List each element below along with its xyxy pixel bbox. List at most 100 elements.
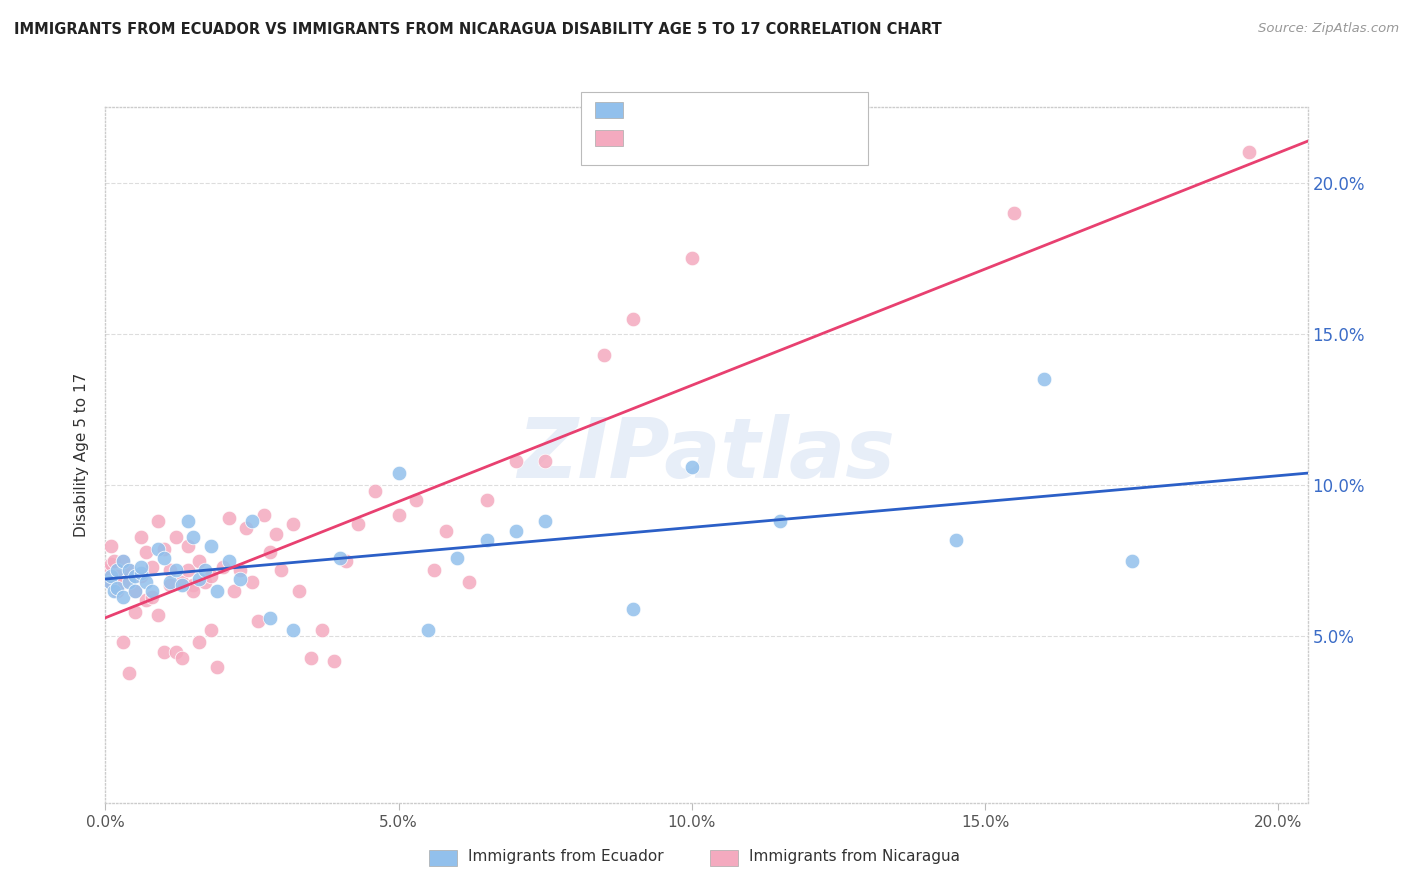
- Point: [103, 554, 125, 568]
- Point: [388, 466, 411, 480]
- Text: N =: N =: [727, 96, 779, 114]
- Point: [98, 574, 121, 589]
- Point: [194, 574, 217, 589]
- Point: [112, 574, 135, 589]
- Point: [200, 539, 222, 553]
- Text: Immigrants from Nicaragua: Immigrants from Nicaragua: [749, 849, 960, 863]
- Text: Source: ZipAtlas.com: Source: ZipAtlas.com: [1258, 22, 1399, 36]
- Point: [945, 533, 967, 547]
- Point: [112, 554, 135, 568]
- Point: [621, 602, 644, 616]
- Point: [346, 517, 368, 532]
- Point: [329, 550, 352, 565]
- Point: [135, 545, 157, 559]
- Text: R =: R =: [631, 96, 668, 114]
- Text: N =: N =: [727, 125, 779, 143]
- Point: [229, 563, 252, 577]
- Point: [148, 515, 170, 529]
- Point: [141, 559, 163, 574]
- Point: [100, 557, 122, 571]
- Point: [112, 635, 135, 649]
- Point: [423, 563, 446, 577]
- Point: [259, 545, 281, 559]
- Point: [505, 524, 527, 538]
- Point: [153, 541, 176, 556]
- Text: 44: 44: [783, 96, 807, 114]
- Point: [105, 569, 128, 583]
- Point: [194, 563, 217, 577]
- Point: [211, 559, 233, 574]
- Point: [475, 533, 498, 547]
- Point: [183, 530, 205, 544]
- Point: [270, 563, 292, 577]
- Point: [105, 581, 128, 595]
- Point: [235, 520, 257, 534]
- Point: [288, 584, 311, 599]
- Point: [148, 608, 170, 623]
- Point: [446, 550, 468, 565]
- Point: [1032, 372, 1054, 386]
- Point: [118, 563, 141, 577]
- Point: [229, 572, 252, 586]
- Point: [129, 559, 152, 574]
- Point: [246, 615, 269, 629]
- Point: [176, 539, 198, 553]
- Point: [135, 574, 157, 589]
- Point: [135, 593, 157, 607]
- Point: [240, 574, 263, 589]
- Point: [105, 584, 128, 599]
- Point: [118, 665, 141, 680]
- Point: [281, 517, 304, 532]
- Point: [534, 454, 557, 468]
- Point: [253, 508, 276, 523]
- Point: [264, 526, 287, 541]
- Point: [434, 524, 457, 538]
- Text: IMMIGRANTS FROM ECUADOR VS IMMIGRANTS FROM NICARAGUA DISABILITY AGE 5 TO 17 CORR: IMMIGRANTS FROM ECUADOR VS IMMIGRANTS FR…: [14, 22, 942, 37]
- Point: [621, 311, 644, 326]
- Point: [183, 584, 205, 599]
- Point: [200, 569, 222, 583]
- Point: [1237, 145, 1260, 160]
- Point: [103, 584, 125, 599]
- Point: [170, 574, 193, 589]
- Point: [124, 584, 146, 599]
- Point: [218, 511, 240, 525]
- Point: [205, 659, 228, 673]
- Point: [405, 493, 427, 508]
- Point: [388, 508, 411, 523]
- Point: [124, 605, 146, 619]
- Point: [118, 574, 141, 589]
- Point: [323, 654, 346, 668]
- Point: [112, 590, 135, 604]
- Point: [148, 541, 170, 556]
- Point: [105, 563, 128, 577]
- Point: [281, 624, 304, 638]
- Point: [681, 252, 703, 266]
- Point: [364, 484, 387, 499]
- Point: [159, 563, 181, 577]
- Point: [205, 584, 228, 599]
- Point: [299, 650, 322, 665]
- Point: [170, 650, 193, 665]
- Point: [176, 515, 198, 529]
- Point: [218, 554, 240, 568]
- Point: [129, 569, 152, 583]
- Text: 72: 72: [783, 125, 807, 143]
- Text: 0.203: 0.203: [673, 125, 721, 143]
- Point: [100, 539, 122, 553]
- Point: [176, 563, 198, 577]
- Point: [224, 584, 246, 599]
- Text: Immigrants from Ecuador: Immigrants from Ecuador: [468, 849, 664, 863]
- Y-axis label: Disability Age 5 to 17: Disability Age 5 to 17: [75, 373, 90, 537]
- Point: [118, 563, 141, 577]
- Point: [534, 515, 557, 529]
- Point: [458, 574, 481, 589]
- Text: R =: R =: [631, 125, 668, 143]
- Point: [129, 566, 152, 580]
- Point: [240, 515, 263, 529]
- Point: [165, 563, 187, 577]
- Point: [188, 554, 211, 568]
- Text: ZIPatlas: ZIPatlas: [517, 415, 896, 495]
- Point: [165, 530, 187, 544]
- Point: [141, 584, 163, 599]
